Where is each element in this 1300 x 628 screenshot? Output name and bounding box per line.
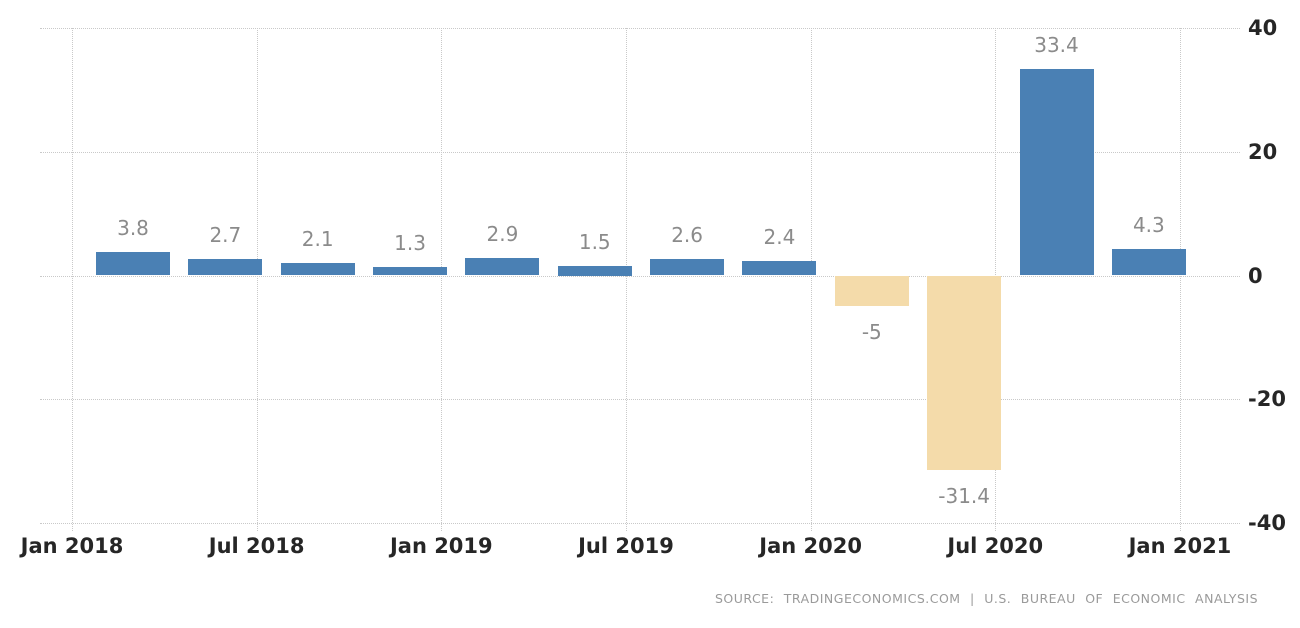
horizontal-gridline — [40, 151, 1240, 153]
vertical-gridline — [810, 28, 812, 531]
bar-value-label: -5 — [861, 320, 882, 345]
bar[interactable] — [465, 257, 540, 276]
x-axis-label: Jan 2020 — [759, 534, 862, 558]
x-axis-label: Jul 2020 — [947, 534, 1044, 558]
bar[interactable] — [927, 275, 1002, 470]
bar-value-label: 2.6 — [671, 223, 703, 248]
bar[interactable] — [373, 267, 448, 276]
bar-value-label: -31.4 — [938, 483, 991, 508]
vertical-gridline — [441, 28, 443, 531]
bar[interactable] — [1111, 248, 1186, 276]
bar-value-label: 2.7 — [209, 222, 242, 247]
x-axis-label: Jan 2019 — [389, 534, 493, 558]
y-axis-label: 20 — [1248, 139, 1278, 164]
y-axis-label: -40 — [1248, 511, 1286, 535]
horizontal-gridline — [40, 399, 1240, 401]
vertical-gridline — [72, 28, 73, 531]
bar-value-label: 3.8 — [117, 215, 149, 240]
bar-value-label: 1.5 — [578, 230, 611, 255]
x-axis-label: Jul 2019 — [578, 534, 674, 558]
vertical-gridline — [1179, 28, 1181, 531]
bar-value-label: 2.4 — [763, 224, 796, 249]
bar[interactable] — [834, 275, 909, 307]
horizontal-gridline — [40, 275, 1240, 277]
bar[interactable] — [650, 259, 725, 276]
bar-value-label: 33.4 — [1034, 32, 1079, 57]
bar-value-label: 4.3 — [1132, 212, 1165, 237]
bar[interactable] — [1019, 68, 1094, 276]
bar-value-label: 2.9 — [486, 221, 519, 246]
bar[interactable] — [742, 260, 817, 276]
y-axis-label: -20 — [1248, 387, 1286, 412]
bar[interactable] — [96, 251, 170, 276]
source-attribution: SOURCE: TRADINGECONOMICS.COM | U.S. BURE… — [714, 591, 1258, 606]
vertical-gridline — [256, 28, 258, 531]
y-axis-label: 40 — [1248, 16, 1278, 40]
vertical-gridline — [625, 28, 627, 531]
x-axis-label: Jan 2021 — [1128, 534, 1232, 558]
bar-value-label: 2.1 — [301, 226, 334, 251]
bar[interactable] — [557, 266, 632, 276]
horizontal-gridline — [40, 523, 1240, 524]
x-axis-label: Jul 2018 — [208, 534, 305, 558]
y-axis-label: 0 — [1248, 263, 1263, 288]
bar[interactable] — [188, 258, 263, 276]
x-axis-label: Jan 2018 — [20, 534, 124, 558]
horizontal-gridline — [40, 28, 1240, 29]
bar[interactable] — [280, 262, 355, 276]
bar-value-label: 1.3 — [394, 231, 426, 256]
